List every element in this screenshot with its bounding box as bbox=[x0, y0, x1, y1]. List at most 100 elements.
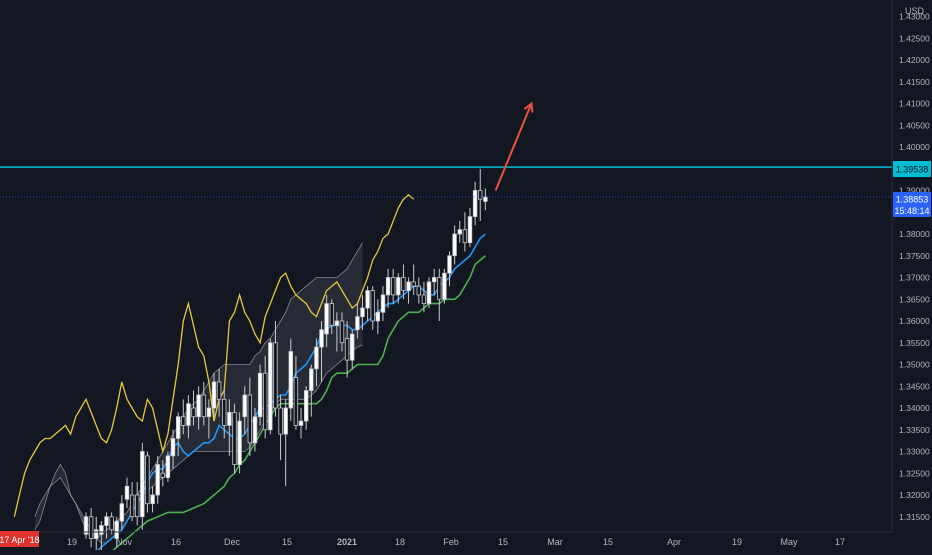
candle-body bbox=[406, 281, 411, 291]
candle-body bbox=[411, 281, 416, 287]
currency-label: USD bbox=[905, 6, 925, 16]
candle-body bbox=[421, 294, 427, 304]
candle bbox=[170, 429, 176, 469]
candle-body bbox=[181, 416, 186, 426]
candle bbox=[242, 386, 247, 435]
candle bbox=[447, 251, 452, 287]
candle-body bbox=[99, 525, 104, 535]
time-tick-label: 15 bbox=[282, 537, 292, 547]
candle bbox=[221, 390, 227, 439]
candle-body bbox=[242, 394, 247, 418]
price-tick-label: 1.31500 bbox=[899, 512, 930, 522]
candle-body bbox=[344, 337, 350, 361]
candle-body bbox=[119, 503, 124, 522]
price-tick-label: 1.34500 bbox=[899, 381, 930, 391]
level-price-tag: 1.39538 bbox=[893, 161, 931, 177]
time-axis[interactable]: 19 Nov 16 Dec 15 2021 18 Feb 15 Mar 15 Apr 19 May 17 bbox=[67, 537, 845, 547]
candle-body bbox=[155, 464, 160, 496]
candle-body bbox=[483, 196, 488, 202]
candle bbox=[150, 486, 155, 513]
price-tick-label: 1.40500 bbox=[899, 120, 930, 130]
candle-body bbox=[268, 342, 273, 431]
candle bbox=[344, 321, 350, 378]
time-tick-label: 2021 bbox=[337, 537, 357, 547]
candle bbox=[237, 412, 242, 474]
candle-body bbox=[109, 516, 114, 531]
candle-body bbox=[160, 472, 165, 478]
candle-body bbox=[262, 372, 268, 431]
candle bbox=[309, 364, 314, 417]
candle-body bbox=[252, 416, 258, 444]
candle-body bbox=[216, 381, 222, 400]
candle-body bbox=[94, 529, 99, 539]
candle-body bbox=[140, 451, 145, 518]
candle bbox=[124, 477, 130, 509]
time-tick-label: Dec bbox=[224, 537, 241, 547]
candle-body bbox=[273, 342, 278, 409]
date-marker: 17 Apr '18 bbox=[0, 531, 40, 547]
price-tick-label: 1.37000 bbox=[899, 273, 930, 283]
candle-body bbox=[416, 285, 421, 296]
candle bbox=[303, 386, 309, 430]
candle bbox=[186, 394, 191, 439]
candle bbox=[314, 338, 319, 387]
candle-body bbox=[165, 455, 171, 478]
candle-body bbox=[278, 407, 283, 435]
candle bbox=[227, 399, 232, 456]
candle bbox=[252, 408, 258, 452]
candle-body bbox=[247, 394, 252, 444]
candle-body bbox=[390, 277, 396, 296]
time-tick-label: Apr bbox=[667, 537, 681, 547]
candle-body bbox=[385, 277, 391, 296]
candle bbox=[278, 394, 283, 461]
candle bbox=[129, 481, 135, 522]
candle-body bbox=[288, 351, 293, 409]
candle-body bbox=[134, 494, 140, 518]
candle bbox=[355, 303, 360, 339]
candle-body bbox=[206, 407, 212, 418]
time-tick-label: Nov bbox=[116, 537, 133, 547]
candle bbox=[94, 516, 99, 555]
candle bbox=[349, 329, 355, 369]
candle bbox=[175, 412, 181, 456]
candle-body bbox=[375, 311, 380, 322]
candle bbox=[472, 181, 478, 226]
time-tick-label: 17 bbox=[835, 537, 845, 547]
candle bbox=[206, 399, 212, 439]
candle-body bbox=[309, 368, 314, 391]
price-tick-label: 1.32500 bbox=[899, 468, 930, 478]
candle-body bbox=[396, 277, 401, 296]
price-tick-label: 1.35500 bbox=[899, 338, 930, 348]
candle-body bbox=[104, 516, 109, 526]
time-tick-label: 18 bbox=[395, 537, 405, 547]
candle bbox=[119, 495, 124, 530]
price-tick-label: 1.33000 bbox=[899, 447, 930, 457]
candle-body bbox=[380, 294, 386, 313]
candle-body bbox=[186, 403, 191, 426]
arrow-head bbox=[523, 101, 534, 113]
price-tick-label: 1.36500 bbox=[899, 294, 930, 304]
candle bbox=[109, 512, 114, 535]
candle bbox=[247, 377, 252, 456]
time-tick-label: 16 bbox=[171, 537, 181, 547]
candle bbox=[181, 399, 186, 435]
candle bbox=[483, 188, 488, 211]
price-tick-label: 1.40000 bbox=[899, 142, 930, 152]
price-tick-label: 1.39000 bbox=[899, 186, 930, 196]
date-marker-label: 17 Apr '18 bbox=[0, 535, 40, 545]
price-tick-label: 1.38000 bbox=[899, 229, 930, 239]
candle-body bbox=[457, 229, 462, 235]
candle-body bbox=[442, 272, 447, 300]
price-tick-label: 1.37500 bbox=[899, 251, 930, 261]
price-tick-label: 1.36000 bbox=[899, 316, 930, 326]
candle bbox=[104, 512, 109, 539]
candle bbox=[324, 294, 329, 348]
candle bbox=[385, 268, 391, 308]
candle-body bbox=[329, 303, 334, 326]
countdown-label: 15:48:14 bbox=[894, 206, 929, 216]
candle-body bbox=[232, 411, 237, 465]
candle bbox=[232, 403, 237, 474]
